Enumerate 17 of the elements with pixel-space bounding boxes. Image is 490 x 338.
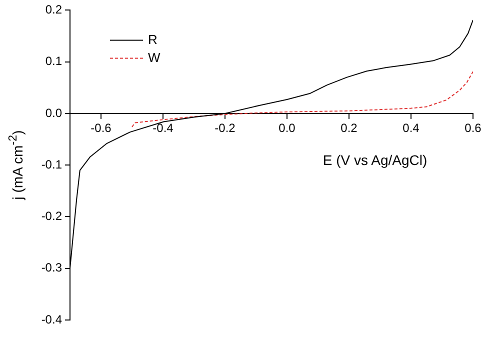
legend-label: W [148,50,161,65]
y-tick-label: -0.4 [41,312,62,326]
y-tick-label: -0.3 [41,260,62,275]
legend-label: R [148,32,158,47]
y-tick-label: -0.2 [41,209,62,224]
x-tick-label: -0.6 [90,120,112,135]
x-tick-label: -0.4 [152,120,174,135]
y-tick-label: -0.1 [41,157,62,172]
x-tick-label: 0.0 [278,120,296,135]
x-tick-label: 0.4 [402,120,420,135]
y-tick-label: 0.0 [45,106,62,120]
x-tick-label: -0.2 [214,120,236,135]
x-axis-title: E (V vs Ag/AgCl) [322,152,428,168]
y-tick-label: 0.1 [45,54,62,68]
x-tick-label: 0.6 [464,120,482,135]
y-tick-label: 0.2 [45,2,62,17]
x-tick-label: 0.2 [340,120,358,135]
